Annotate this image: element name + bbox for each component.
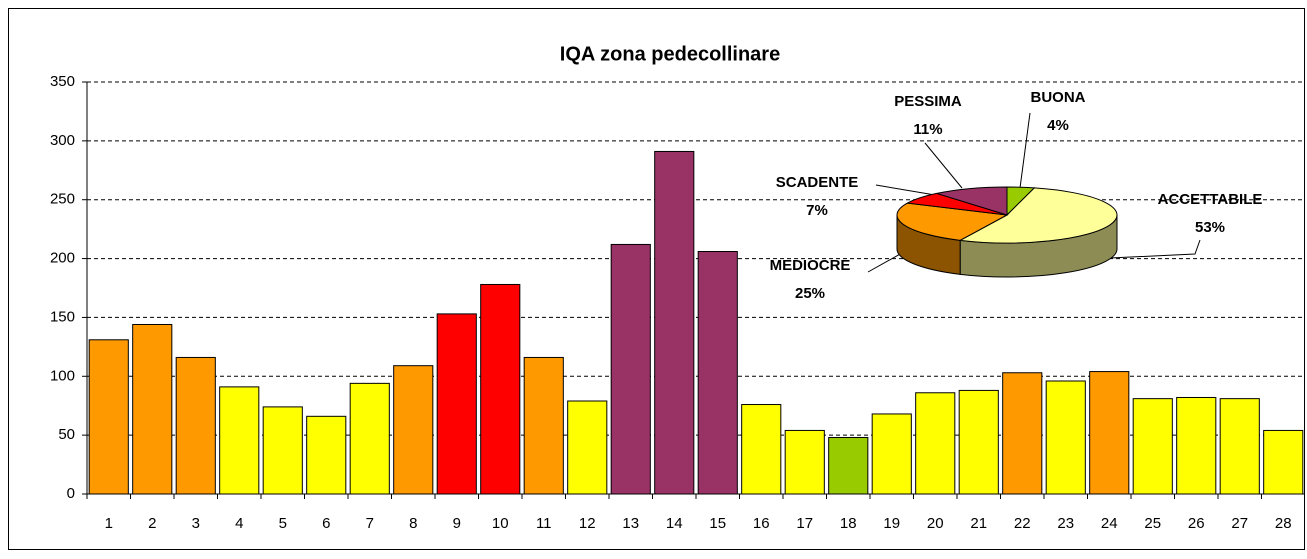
bar xyxy=(1132,398,1173,495)
x-tick-label: 4 xyxy=(235,515,243,532)
x-tick-label: 27 xyxy=(1231,515,1248,532)
y-tick-label: 50 xyxy=(58,426,75,443)
bar xyxy=(958,389,999,495)
bar xyxy=(1176,396,1217,495)
pie-value-label: 25% xyxy=(795,285,825,302)
bar xyxy=(1045,380,1086,495)
leader-line xyxy=(1019,112,1031,189)
bar xyxy=(523,356,564,495)
x-tick-label: 2 xyxy=(148,515,156,532)
x-tick-label: 13 xyxy=(622,515,639,532)
bar xyxy=(1263,429,1304,495)
bar xyxy=(567,400,608,495)
pie-label: PESSIMA xyxy=(894,93,962,110)
leader-line xyxy=(924,142,963,189)
x-tick-label: 24 xyxy=(1101,515,1118,532)
x-tick-label: 22 xyxy=(1014,515,1031,532)
pie-label: MEDIOCRE xyxy=(770,257,851,274)
x-tick-label: 18 xyxy=(840,515,857,532)
y-tick-label: 200 xyxy=(50,250,75,267)
y-tick-label: 0 xyxy=(67,485,75,502)
x-tick-label: 15 xyxy=(709,515,726,532)
x-tick-label: 28 xyxy=(1275,515,1292,532)
bar xyxy=(262,406,303,495)
bar xyxy=(741,404,782,495)
y-tick-label: 100 xyxy=(50,367,75,384)
bar xyxy=(132,323,173,495)
bar xyxy=(1219,398,1260,495)
bar xyxy=(349,382,390,495)
pie-label: SCADENTE xyxy=(776,174,859,191)
pie-slice xyxy=(896,202,1009,241)
bar xyxy=(828,436,869,495)
pie-value-label: 53% xyxy=(1195,219,1225,236)
x-tick-label: 7 xyxy=(366,515,374,532)
x-tick-label: 1 xyxy=(105,515,113,532)
x-tick-label: 20 xyxy=(927,515,944,532)
bar xyxy=(306,415,347,495)
pie-value-label: 11% xyxy=(913,121,942,138)
bar xyxy=(697,251,738,495)
x-tick-label: 9 xyxy=(453,515,461,532)
y-tick-label: 300 xyxy=(50,132,75,149)
x-tick-label: 25 xyxy=(1144,515,1161,532)
pie-value-label: 4% xyxy=(1047,117,1069,134)
y-tick-label: 350 xyxy=(50,73,75,90)
bar xyxy=(480,283,521,495)
x-tick-label: 26 xyxy=(1188,515,1205,532)
pie-value-label: 7% xyxy=(806,202,828,219)
x-tick-label: 16 xyxy=(753,515,770,532)
pie-slice xyxy=(958,187,1118,244)
bar xyxy=(610,243,651,495)
bar xyxy=(915,392,956,495)
leader-line xyxy=(867,252,903,273)
x-tick-label: 6 xyxy=(322,515,330,532)
bar xyxy=(175,356,216,495)
x-tick-label: 8 xyxy=(409,515,417,532)
pie-slice xyxy=(934,186,1008,216)
y-tick-label: 150 xyxy=(50,308,75,325)
x-tick-label: 23 xyxy=(1057,515,1074,532)
x-tick-label: 12 xyxy=(579,515,596,532)
bar xyxy=(436,313,477,495)
y-tick-label: 250 xyxy=(50,191,75,208)
x-tick-label: 3 xyxy=(192,515,200,532)
bar xyxy=(1089,371,1130,495)
leader-line xyxy=(1109,239,1201,259)
pie-label: BUONA xyxy=(1031,89,1086,106)
bar xyxy=(219,386,260,495)
x-tick-label: 5 xyxy=(279,515,287,532)
x-tick-label: 19 xyxy=(883,515,900,532)
bar xyxy=(784,429,825,495)
pie-leaders xyxy=(867,112,1201,273)
bar xyxy=(393,365,434,495)
bar xyxy=(88,339,129,495)
x-tick-label: 14 xyxy=(666,515,683,532)
x-tick-label: 17 xyxy=(796,515,813,532)
bar xyxy=(871,413,912,495)
chart-title: IQA zona pedecollinare xyxy=(560,43,780,65)
leader-line xyxy=(875,184,936,196)
x-tick-label: 10 xyxy=(492,515,509,532)
pie-label: ACCETTABILE xyxy=(1158,191,1263,208)
x-tick-label: 11 xyxy=(536,515,552,532)
x-tick-label: 21 xyxy=(970,515,987,532)
bar xyxy=(1002,372,1043,495)
bar xyxy=(654,150,695,495)
